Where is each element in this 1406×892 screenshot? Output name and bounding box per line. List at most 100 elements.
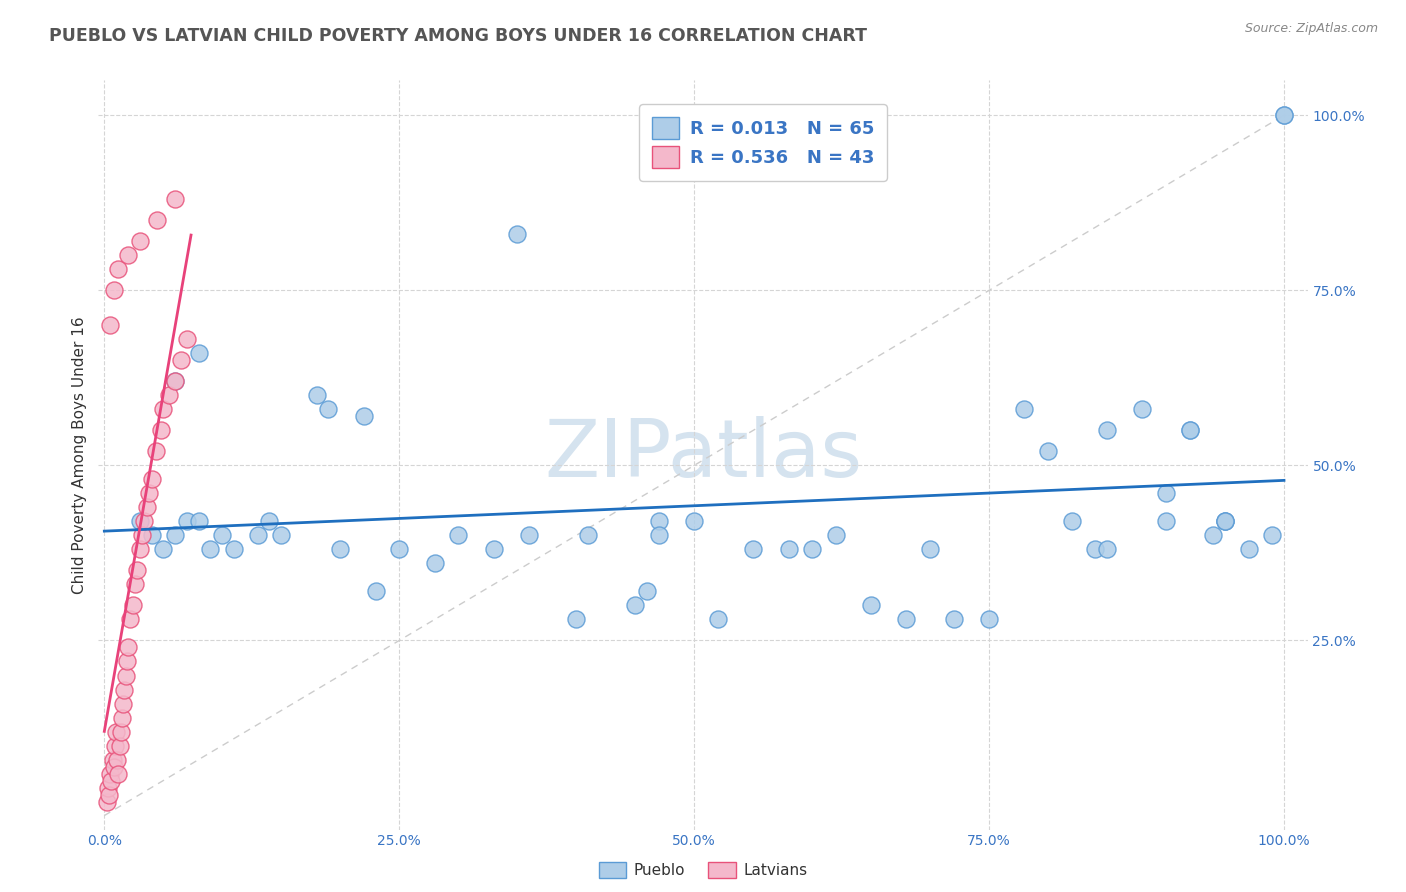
Point [110,724,132,739]
Point [103,284,125,298]
Point [146,213,169,227]
Point [778,542,800,557]
Point [117,248,139,262]
Point [353,409,375,424]
Point [165,528,187,542]
Point [138,486,160,500]
Point [860,599,883,613]
Point [364,584,387,599]
Point [896,612,918,626]
Point [1213,515,1236,529]
Point [824,528,846,542]
Point [624,599,647,613]
Point [104,739,127,753]
Point [801,542,824,557]
Point [124,577,146,591]
Point [318,402,340,417]
Point [1213,515,1236,529]
Point [1237,542,1260,557]
Point [149,424,172,438]
Point [222,542,245,557]
Point [121,599,143,613]
Point [134,515,156,529]
Point [176,332,198,346]
Point [977,612,1000,626]
Point [1272,108,1295,122]
Point [141,528,163,542]
Point [100,773,122,788]
Point [1095,424,1118,438]
Point [128,235,150,249]
Point [115,655,138,669]
Point [1154,486,1177,500]
Point [105,724,128,739]
Point [636,584,658,599]
Point [127,564,149,578]
Point [706,612,728,626]
Point [259,515,281,529]
Point [517,528,540,542]
Point [141,472,163,486]
Point [1095,542,1118,557]
Point [135,500,157,515]
Point [482,542,505,557]
Point [200,542,222,557]
Point [1213,515,1236,529]
Point [1154,515,1177,529]
Point [211,528,233,542]
Point [117,640,139,655]
Point [1178,424,1201,438]
Point [165,375,187,389]
Point [96,795,118,809]
Point [98,766,121,780]
Point [128,515,150,529]
Point [108,739,131,753]
Point [187,346,209,360]
Point [128,542,150,557]
Point [648,515,671,529]
Text: PUEBLO VS LATVIAN CHILD POVERTY AMONG BOYS UNDER 16 CORRELATION CHART: PUEBLO VS LATVIAN CHILD POVERTY AMONG BO… [49,27,868,45]
Legend: R = 0.013   N = 65, R = 0.536   N = 43: R = 0.013 N = 65, R = 0.536 N = 43 [640,104,887,181]
Y-axis label: Child Poverty Among Boys Under 16: Child Poverty Among Boys Under 16 [72,316,87,594]
Point [1178,424,1201,438]
Point [1036,444,1059,458]
Point [1084,542,1107,557]
Point [165,375,187,389]
Point [176,515,198,529]
Point [648,528,671,542]
Point [165,192,187,206]
Point [246,528,269,542]
Point [103,759,125,773]
Point [270,528,292,542]
Point [576,528,599,542]
Point [98,318,121,333]
Point [1014,402,1036,417]
Point [152,402,174,417]
Point [107,766,129,780]
Point [305,388,328,402]
Point [565,612,588,626]
Point [111,710,134,724]
Point [120,612,142,626]
Point [1132,402,1154,417]
Point [447,528,470,542]
Point [329,542,352,557]
Point [506,227,529,242]
Point [942,612,965,626]
Point [170,353,193,368]
Point [145,444,167,458]
Point [1261,528,1284,542]
Point [97,780,120,795]
Point [423,557,446,571]
Point [920,542,942,557]
Point [112,697,135,711]
Point [152,542,174,557]
Point [114,668,136,682]
Point [683,515,706,529]
Point [105,752,128,766]
Point [101,752,124,766]
Point [1272,108,1295,122]
Point [112,682,135,697]
Text: Source: ZipAtlas.com: Source: ZipAtlas.com [1244,22,1378,36]
Point [131,528,153,542]
